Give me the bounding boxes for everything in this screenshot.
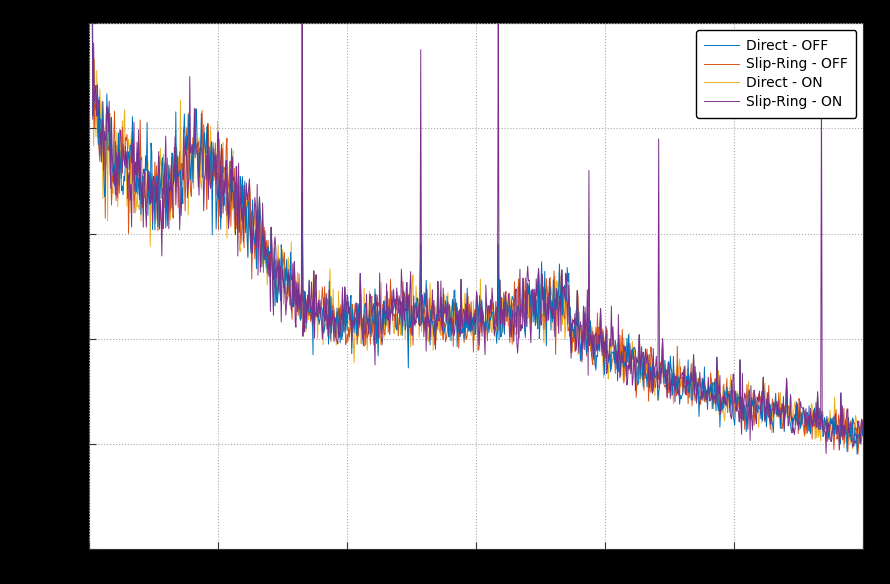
Slip-Ring - ON <box>702 389 713 396</box>
Direct - ON <box>688 351 699 358</box>
Line: Slip-Ring - ON: Slip-Ring - ON <box>89 0 863 454</box>
Direct - ON <box>164 188 174 195</box>
Slip-Ring - ON <box>616 348 627 355</box>
Slip-Ring - OFF <box>687 387 698 394</box>
Slip-Ring - ON <box>164 225 174 232</box>
Line: Slip-Ring - OFF: Slip-Ring - OFF <box>89 0 863 454</box>
Slip-Ring - OFF <box>425 305 435 312</box>
Slip-Ring - ON <box>858 432 869 439</box>
Direct - OFF <box>852 451 862 458</box>
Direct - OFF <box>397 332 408 339</box>
Slip-Ring - OFF <box>858 431 869 438</box>
Slip-Ring - OFF <box>701 394 712 401</box>
Direct - OFF <box>425 342 435 349</box>
Direct - OFF <box>701 387 712 394</box>
Slip-Ring - OFF <box>397 317 408 324</box>
Slip-Ring - OFF <box>615 359 626 366</box>
Direct - OFF <box>163 196 174 203</box>
Line: Direct - ON: Direct - ON <box>89 0 863 450</box>
Slip-Ring - OFF <box>163 174 174 181</box>
Line: Direct - OFF: Direct - OFF <box>89 0 863 454</box>
Slip-Ring - ON <box>398 322 409 329</box>
Legend: Direct - OFF, Slip-Ring - OFF, Direct - ON, Slip-Ring - ON: Direct - OFF, Slip-Ring - OFF, Direct - … <box>696 30 856 117</box>
Direct - OFF <box>858 424 869 431</box>
Direct - ON <box>702 389 713 396</box>
Direct - ON <box>858 434 869 441</box>
Direct - ON <box>853 447 863 454</box>
Direct - ON <box>616 340 627 347</box>
Slip-Ring - OFF <box>853 451 863 458</box>
Direct - OFF <box>615 373 626 380</box>
Slip-Ring - ON <box>425 321 436 328</box>
Direct - ON <box>425 304 436 311</box>
Slip-Ring - ON <box>688 351 699 358</box>
Slip-Ring - ON <box>821 450 831 457</box>
Direct - OFF <box>687 396 698 403</box>
Direct - ON <box>398 326 409 333</box>
